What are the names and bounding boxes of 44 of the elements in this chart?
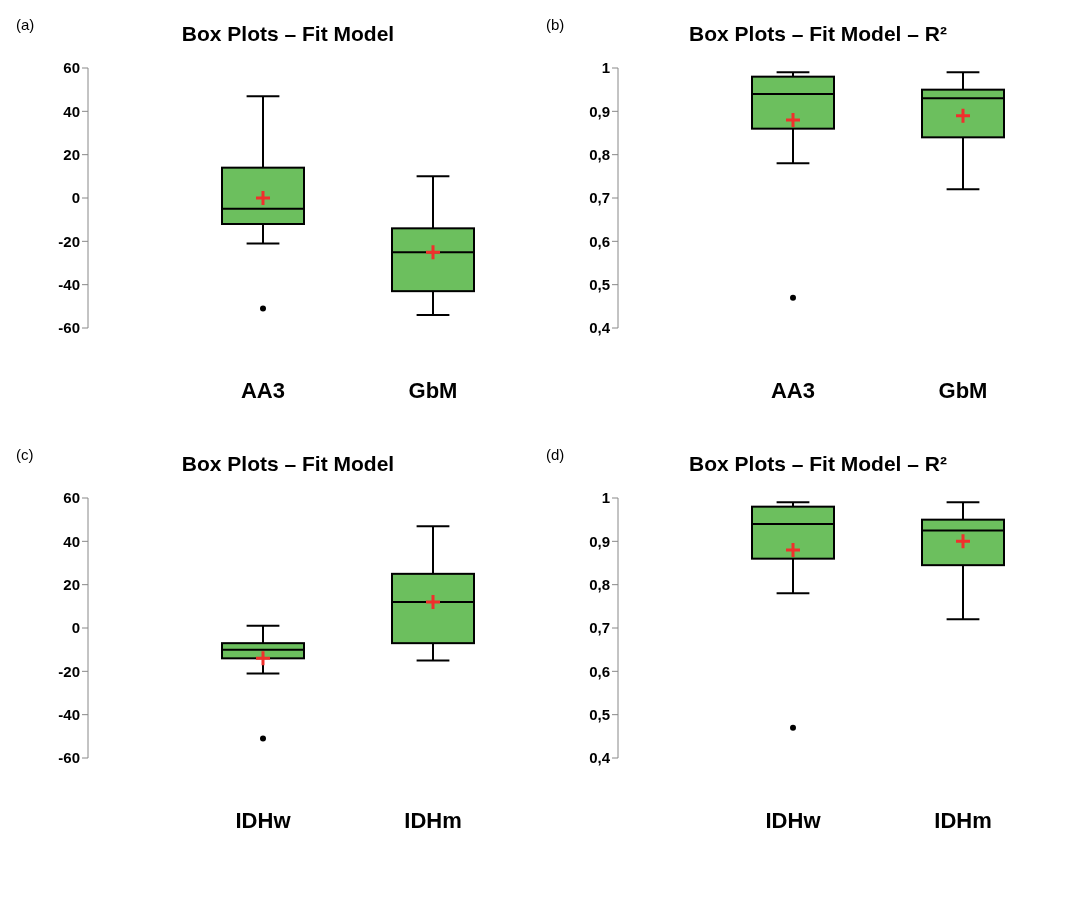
- y-tick-label: 0: [71, 189, 80, 207]
- y-tick-label: 0,9: [589, 102, 610, 120]
- y-tick-label: 60: [63, 59, 80, 77]
- y-tick-label: 0,7: [589, 189, 610, 207]
- x-tick-label: IDHm: [404, 808, 462, 833]
- y-tick-label: -40: [58, 275, 80, 293]
- y-tick-label: -20: [58, 662, 80, 680]
- y-tick-label: -60: [58, 319, 80, 337]
- y-tick-label: 0,7: [589, 619, 610, 637]
- y-tick-label: 0,5: [589, 705, 610, 723]
- x-tick-label: IDHw: [765, 808, 822, 833]
- chart-title: Box Plots – Fit Model – R²: [688, 22, 948, 46]
- y-tick-label: 0,4: [589, 749, 611, 767]
- x-tick-label: AA3: [770, 378, 816, 403]
- text: (d): [546, 446, 565, 463]
- text: (c): [16, 446, 34, 463]
- y-tick-label: -20: [58, 232, 80, 250]
- text: (b): [546, 16, 565, 33]
- x-tick-label: GbM: [938, 378, 988, 403]
- y-tick-label: 20: [63, 145, 80, 163]
- y-tick-label: 40: [63, 102, 80, 120]
- x-tick-label: GbM: [408, 378, 458, 403]
- y-tick-label: 0,8: [589, 575, 610, 593]
- y-tick-label: 0,5: [589, 275, 610, 293]
- y-tick-label: 0,8: [589, 145, 610, 163]
- y-tick-label: 40: [63, 532, 80, 550]
- y-tick-label: 1: [601, 489, 610, 507]
- y-tick-label: -40: [58, 705, 80, 723]
- y-tick-label: 0,4: [589, 319, 611, 337]
- x-tick-label: IDHm: [934, 808, 992, 833]
- y-tick-label: 0,9: [589, 532, 610, 550]
- x-tick-label: IDHw: [235, 808, 292, 833]
- chart-title: Box Plots – Fit Model: [180, 22, 396, 46]
- y-tick-label: 60: [63, 489, 80, 507]
- y-tick-label: -60: [58, 749, 80, 767]
- y-tick-label: 1: [601, 59, 610, 77]
- y-tick-label: 0: [71, 619, 80, 637]
- y-tick-label: 0,6: [589, 232, 610, 250]
- text: (a): [16, 16, 35, 33]
- chart-title: Box Plots – Fit Model – R²: [688, 452, 948, 476]
- x-tick-label: AA3: [240, 378, 286, 403]
- chart-title: Box Plots – Fit Model: [180, 452, 396, 476]
- y-tick-label: 0,6: [589, 662, 610, 680]
- y-tick-label: 20: [63, 575, 80, 593]
